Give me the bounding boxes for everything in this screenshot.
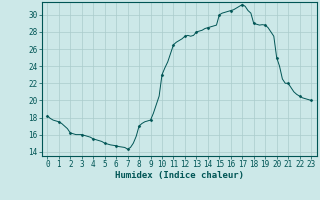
X-axis label: Humidex (Indice chaleur): Humidex (Indice chaleur) xyxy=(115,171,244,180)
